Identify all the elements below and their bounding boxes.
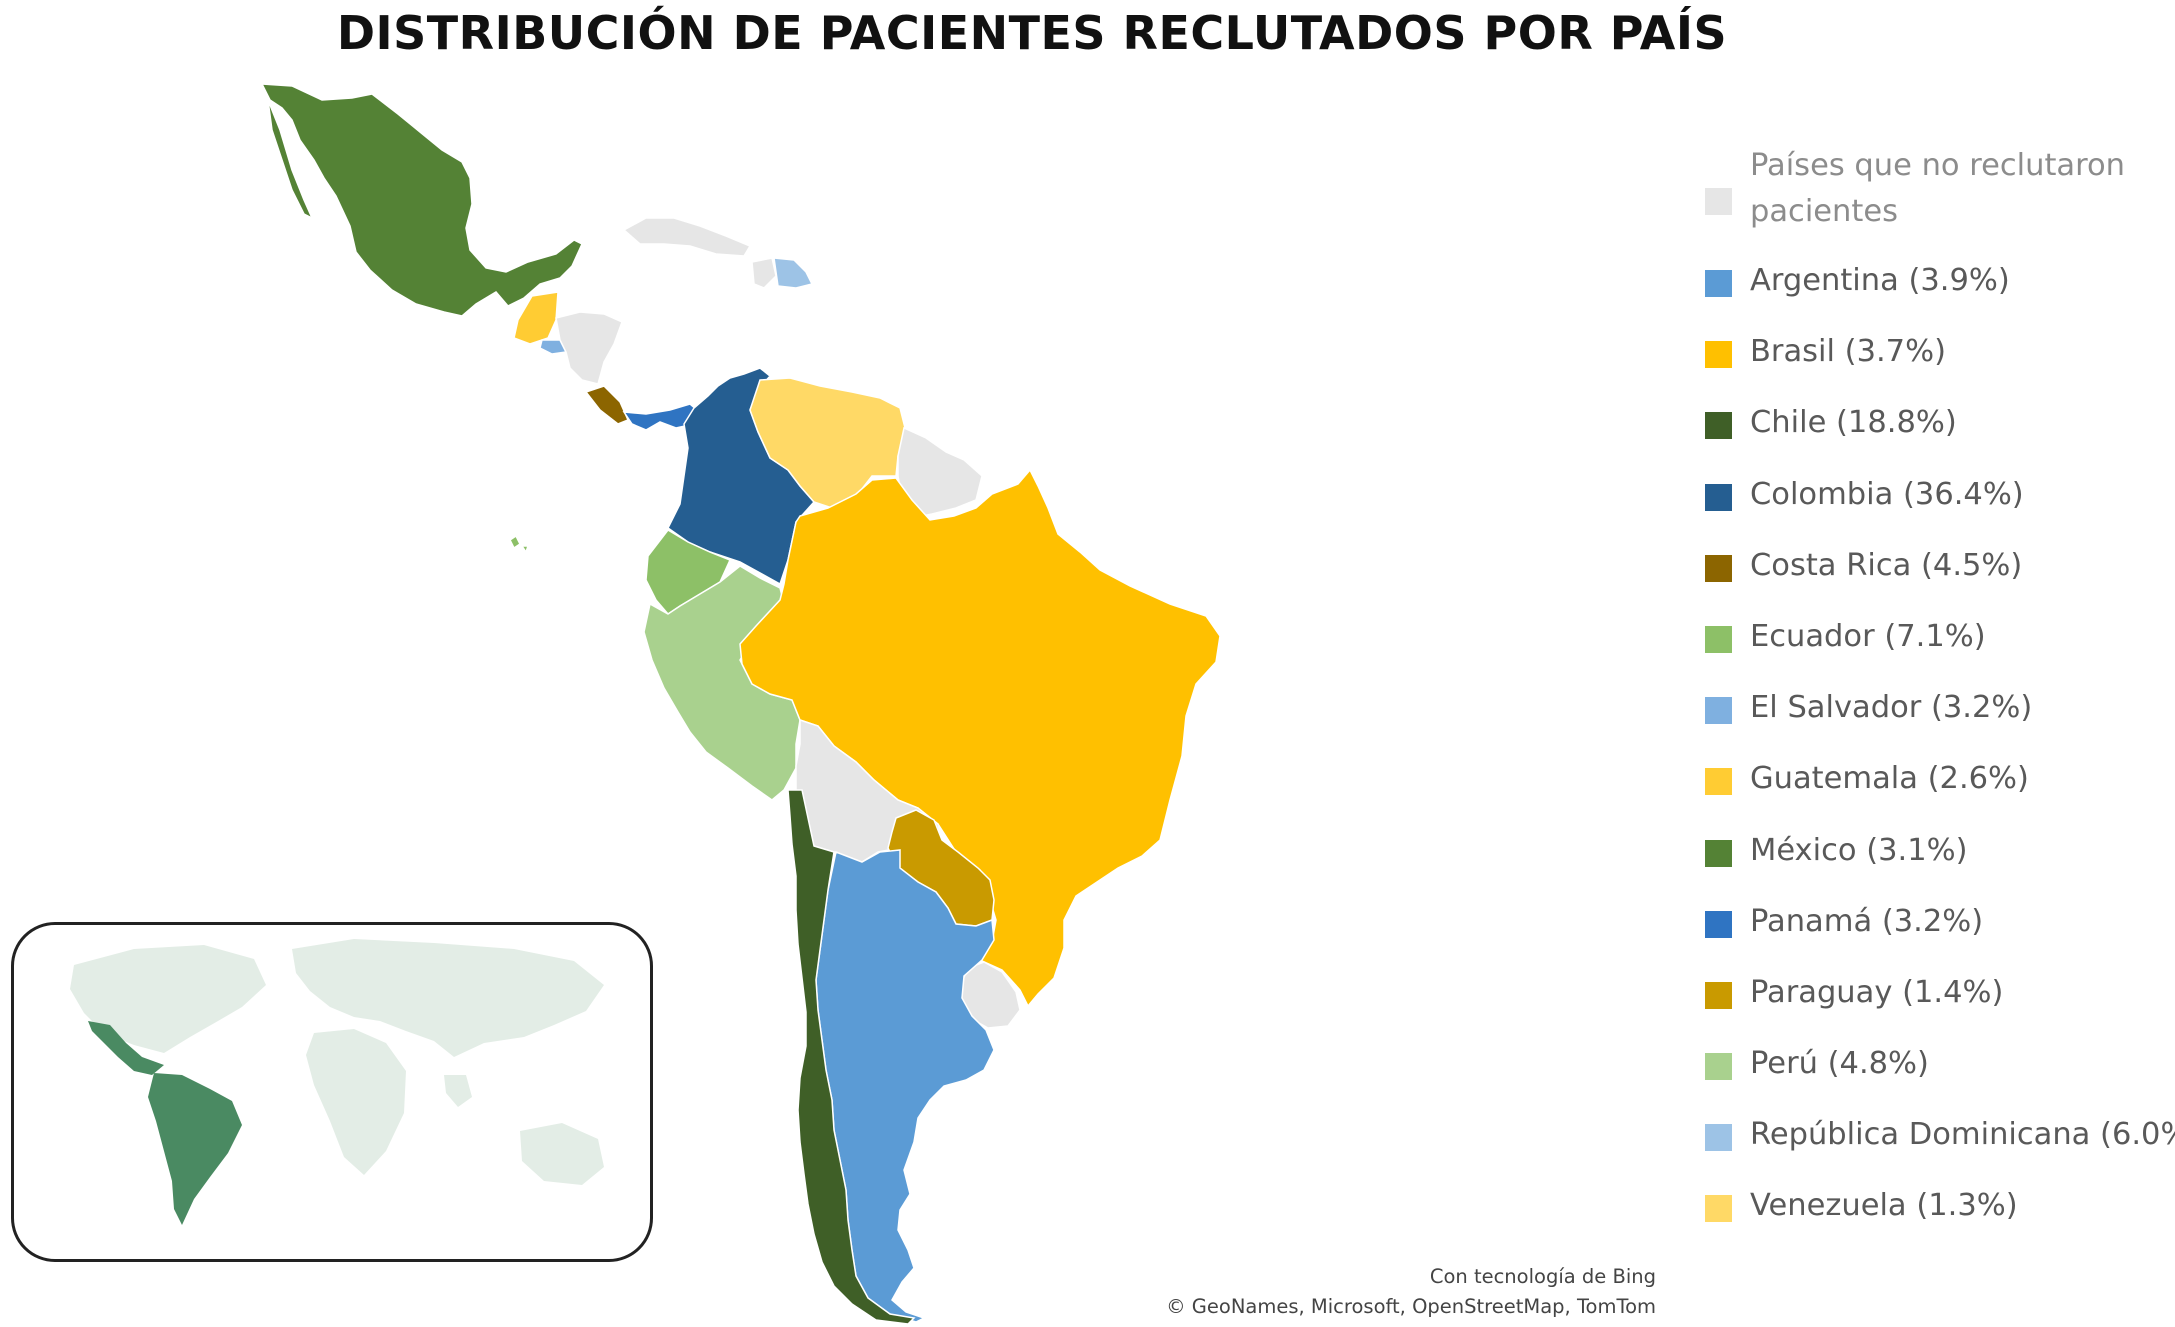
legend-swatch	[1705, 697, 1732, 725]
world-locator-inset	[11, 922, 653, 1262]
legend-swatch	[1705, 1124, 1732, 1152]
region-mexico[interactable]	[260, 83, 583, 317]
legend-item-chile: Chile (18.8%)	[1705, 400, 2175, 471]
legend-item-argentina: Argentina (3.9%)	[1705, 258, 2175, 329]
region-caribbean-other[interactable]	[622, 217, 777, 289]
legend-label: Costa Rica (4.5%)	[1750, 547, 2023, 583]
inset-latin-america-highlight	[88, 1021, 242, 1225]
legend-swatch	[1705, 554, 1732, 582]
legend-item-brasil: Brasil (3.7%)	[1705, 329, 2175, 400]
region-chile[interactable]	[787, 789, 916, 1325]
legend-label: Argentina (3.9%)	[1750, 263, 2010, 298]
legend-label: Paraguay (1.4%)	[1750, 974, 2004, 1010]
legend-label: Brasil (3.7%)	[1750, 334, 1946, 370]
legend-swatch	[1705, 981, 1732, 1009]
legend-label: Chile (18.8%)	[1750, 405, 1957, 441]
legend-label: República Dominicana (6.0%)	[1750, 1117, 2175, 1153]
legend: Países que no reclutaron pacientes Argent…	[1705, 143, 2175, 1255]
legend-swatch	[1705, 412, 1732, 440]
legend-swatch	[1705, 625, 1732, 653]
region-republica-dominicana[interactable]	[773, 257, 814, 289]
legend-label: Panamá (3.2%)	[1750, 903, 1984, 939]
credits-attribution: © GeoNames, Microsoft, OpenStreetMap, To…	[1166, 1295, 1656, 1318]
legend-swatch	[1705, 839, 1732, 867]
legend-item-colombia: Colombia (36.4%)	[1705, 472, 2175, 543]
world-inset-map	[70, 939, 604, 1225]
legend-item-costa-rica: Costa Rica (4.5%)	[1705, 543, 2175, 614]
legend-swatch	[1705, 188, 1732, 215]
inset-world-landmass	[70, 939, 604, 1185]
legend-label: Venezuela (1.3%)	[1750, 1188, 2018, 1224]
legend-label: Colombia (36.4%)	[1750, 476, 2024, 512]
legend-swatch	[1705, 1053, 1732, 1081]
legend-item-mexico: México (3.1%)	[1705, 828, 2175, 899]
legend-label: Guatemala (2.6%)	[1750, 761, 2029, 797]
legend-item-guatemala: Guatemala (2.6%)	[1705, 756, 2175, 827]
legend-label: Países que no reclutaron pacientes	[1750, 148, 2125, 229]
region-galapagos[interactable]	[509, 534, 530, 554]
legend-label: México (3.1%)	[1750, 832, 1968, 868]
legend-item-no-recruitment: Países que no reclutaron pacientes	[1705, 143, 2175, 258]
legend-item-peru: Perú (4.8%)	[1705, 1041, 2175, 1112]
map-title: DISTRIBUCIÓN DE PACIENTES RECLUTADOS POR…	[336, 6, 1728, 60]
legend-swatch	[1705, 910, 1732, 938]
region-venezuela[interactable]	[749, 377, 907, 509]
region-costa-rica[interactable]	[584, 385, 630, 425]
legend-swatch	[1705, 768, 1732, 796]
legend-item-panama: Panamá (3.2%)	[1705, 899, 2175, 970]
legend-item-republica-dominicana: República Dominicana (6.0%)	[1705, 1112, 2175, 1183]
region-guianas[interactable]	[897, 426, 983, 519]
map-credits: Con tecnología de Bing © GeoNames, Micro…	[1166, 1262, 1656, 1322]
region-guatemala[interactable]	[513, 291, 559, 345]
legend-swatch	[1705, 341, 1732, 369]
legend-label: Perú (4.8%)	[1750, 1046, 1929, 1082]
legend-item-el-salvador: El Salvador (3.2%)	[1705, 685, 2175, 756]
legend-swatch	[1705, 270, 1732, 297]
legend-label: El Salvador (3.2%)	[1750, 690, 2033, 726]
legend-item-ecuador: Ecuador (7.1%)	[1705, 614, 2175, 685]
region-central-america-other[interactable]	[555, 311, 623, 385]
region-el-salvador[interactable]	[539, 339, 568, 355]
legend-label: Ecuador (7.1%)	[1750, 618, 1986, 654]
legend-swatch	[1705, 483, 1732, 511]
region-brasil[interactable]	[739, 468, 1221, 1008]
credits-powered-by: Con tecnología de Bing	[1429, 1265, 1656, 1288]
legend-item-paraguay: Paraguay (1.4%)	[1705, 970, 2175, 1041]
legend-item-venezuela: Venezuela (1.3%)	[1705, 1183, 2175, 1254]
legend-swatch	[1705, 1195, 1732, 1223]
